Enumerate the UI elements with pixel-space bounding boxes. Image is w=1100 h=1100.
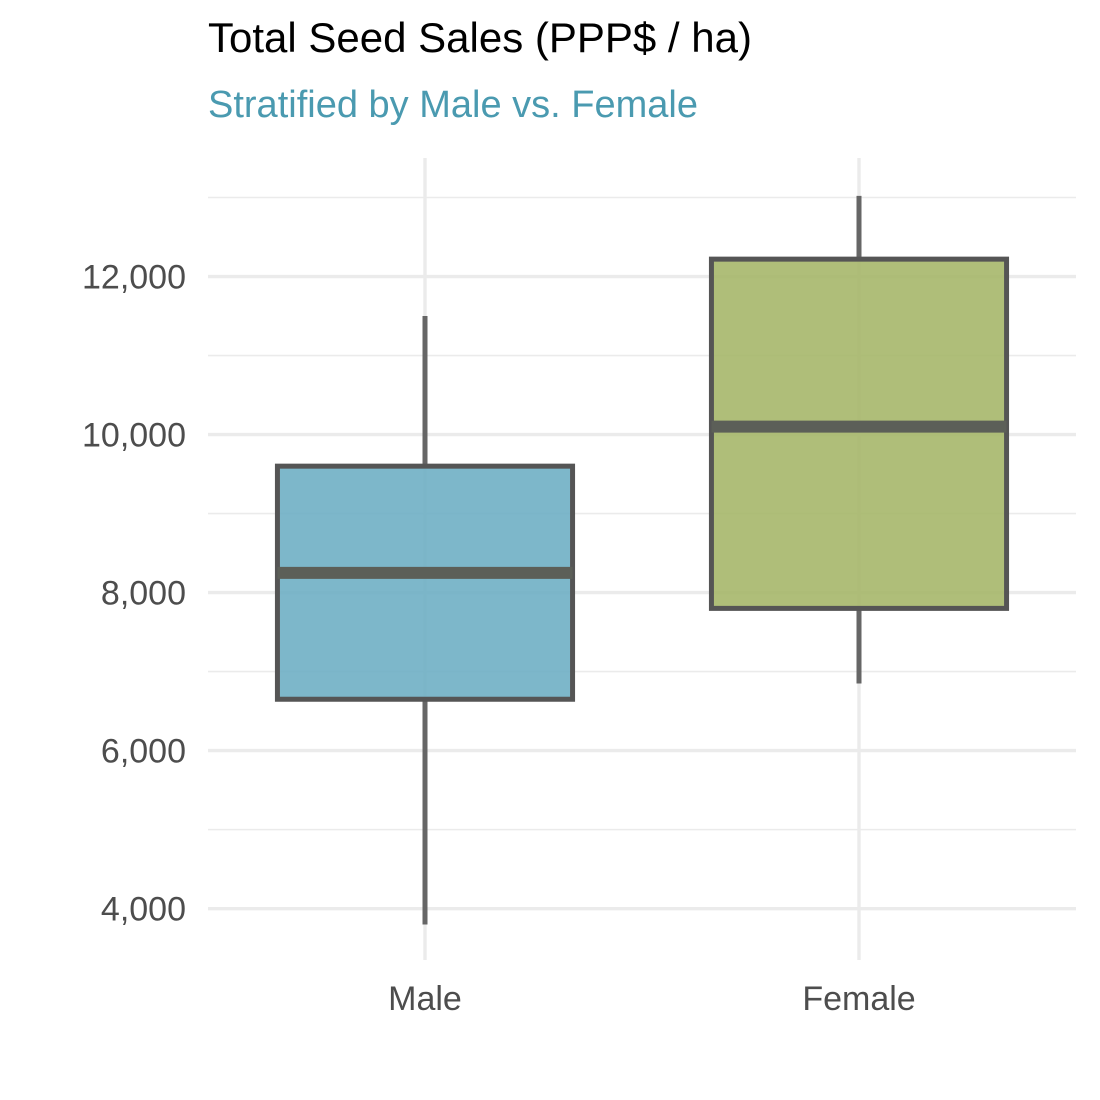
chart-subtitle: Stratified by Male vs. Female — [208, 84, 698, 126]
box-iqr — [708, 256, 1010, 611]
box-iqr — [274, 463, 576, 702]
box-male — [274, 316, 576, 925]
x-axis-ticks: Male Female — [388, 980, 916, 1018]
y-tick-label: 12,000 — [82, 259, 186, 297]
y-tick-label: 4,000 — [101, 891, 186, 929]
x-tick-label: Female — [802, 980, 915, 1018]
boxes-layer — [274, 195, 1010, 925]
chart-title: Total Seed Sales (PPP$ / ha) — [208, 14, 752, 61]
y-tick-label: 6,000 — [101, 733, 186, 771]
y-tick-label: 8,000 — [101, 575, 186, 613]
box-female — [708, 195, 1010, 684]
y-axis-ticks: 4,000 6,000 8,000 10,000 12,000 — [82, 259, 186, 929]
x-tick-label: Male — [388, 980, 462, 1018]
y-tick-label: 10,000 — [82, 417, 186, 455]
